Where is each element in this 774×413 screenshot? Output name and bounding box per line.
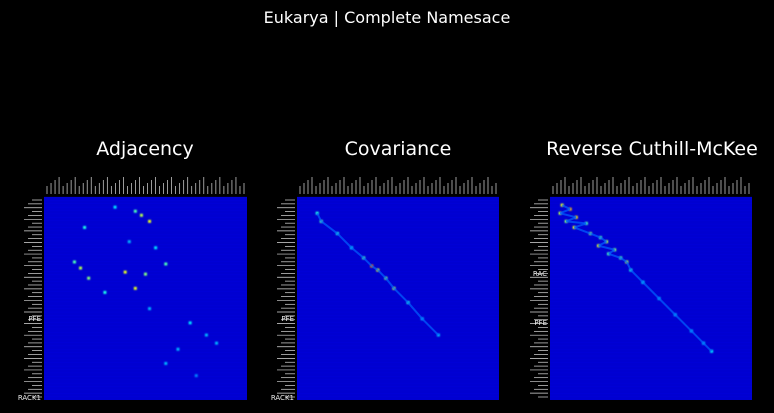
heatmap-cell <box>72 260 76 264</box>
heatmap-cell <box>133 286 137 290</box>
heatmap-band <box>371 265 379 271</box>
heatmap-cell <box>87 276 91 280</box>
heatmap-band <box>559 208 571 215</box>
heatmap-cell <box>148 219 152 223</box>
heatmap-band <box>590 232 601 239</box>
heatmap-cell <box>164 361 168 365</box>
heatmap-band <box>407 301 423 320</box>
heatmap-panel-2: RAC PFE <box>530 177 752 400</box>
y-tick-label: RACK1 <box>271 394 294 402</box>
heatmap-cell <box>194 374 198 378</box>
heatmap-band <box>608 252 622 259</box>
heatmap-band <box>599 236 608 243</box>
heatmap-cell <box>188 321 192 325</box>
heatmap-cell <box>144 272 147 276</box>
heatmap-cell <box>139 213 143 217</box>
heatmap-cell <box>204 333 208 337</box>
heatmap-cell <box>113 205 117 209</box>
heatmap-band <box>630 269 644 283</box>
heatmap-band <box>393 287 409 304</box>
heatmap-band <box>350 246 365 259</box>
heatmap-panel-0: PFE RACK1 <box>18 177 247 402</box>
heatmap-cell <box>148 307 152 311</box>
y-tick-label: PFE <box>28 315 41 323</box>
heatmap-cell <box>127 240 131 244</box>
y-tick-label: PFE <box>534 319 547 327</box>
heatmap-cell <box>123 270 127 274</box>
heatmap-band <box>642 281 660 300</box>
figure-title: Eukarya | Complete Namesace <box>263 8 511 27</box>
heatmap-band <box>658 297 676 316</box>
heatmap-cell <box>176 347 180 351</box>
y-tick-label: RAC <box>533 270 547 278</box>
heatmap-cell <box>215 341 219 345</box>
heatmap-band <box>385 277 395 289</box>
panel-title-rcm: Reverse Cuthill-McKee <box>546 138 758 160</box>
heatmap-band <box>674 314 693 332</box>
heatmap-band <box>573 222 587 229</box>
heatmap-band <box>336 232 353 249</box>
y-tick-label: RACK1 <box>18 394 41 402</box>
heatmap-band <box>421 318 440 336</box>
y-tick-label: PFE <box>281 315 294 323</box>
heatmap-cell <box>133 209 137 213</box>
heatmap-band <box>690 330 705 344</box>
heatmap-band <box>620 257 628 263</box>
heatmap-band <box>559 212 577 219</box>
heatmap-cell <box>154 246 158 250</box>
panel-title-covariance: Covariance <box>344 138 452 160</box>
heatmap-band <box>320 220 339 235</box>
heatmap-band <box>702 342 713 352</box>
heatmap-band <box>598 244 615 251</box>
heatmap-cell <box>164 262 168 266</box>
heatmap-cell <box>83 225 87 229</box>
heatmap-band <box>377 269 387 279</box>
panel-title-adjacency: Adjacency <box>96 138 194 160</box>
heatmap-panel-1: PFE RACK1 <box>271 177 499 402</box>
heatmap-band <box>362 257 373 267</box>
heatmap-band <box>625 261 632 271</box>
heatmap-band <box>573 226 591 235</box>
heatmap-band <box>566 220 587 225</box>
heatmap-cell <box>103 290 107 294</box>
heatmap-band <box>561 204 571 211</box>
heatmap-band <box>316 212 323 222</box>
heatmap-cell <box>79 266 83 270</box>
